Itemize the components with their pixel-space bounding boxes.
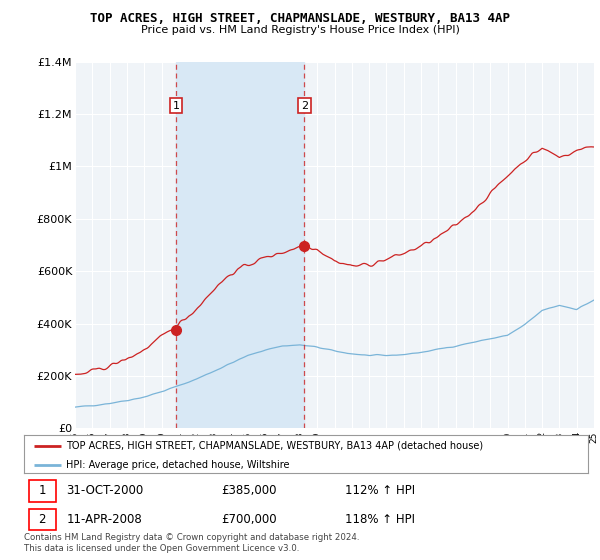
Text: Price paid vs. HM Land Registry's House Price Index (HPI): Price paid vs. HM Land Registry's House …: [140, 25, 460, 35]
Text: 2: 2: [301, 101, 308, 111]
Text: 2: 2: [38, 513, 46, 526]
FancyBboxPatch shape: [29, 509, 56, 530]
Text: 31-OCT-2000: 31-OCT-2000: [66, 484, 143, 497]
Text: TOP ACRES, HIGH STREET, CHAPMANSLADE, WESTBURY, BA13 4AP: TOP ACRES, HIGH STREET, CHAPMANSLADE, WE…: [90, 12, 510, 25]
Text: HPI: Average price, detached house, Wiltshire: HPI: Average price, detached house, Wilt…: [66, 460, 290, 470]
Text: 1: 1: [172, 101, 179, 111]
Text: 1: 1: [38, 484, 46, 497]
Text: £700,000: £700,000: [221, 513, 277, 526]
Text: 118% ↑ HPI: 118% ↑ HPI: [346, 513, 415, 526]
Text: Contains HM Land Registry data © Crown copyright and database right 2024.
This d: Contains HM Land Registry data © Crown c…: [24, 533, 359, 553]
Text: TOP ACRES, HIGH STREET, CHAPMANSLADE, WESTBURY, BA13 4AP (detached house): TOP ACRES, HIGH STREET, CHAPMANSLADE, WE…: [66, 441, 484, 451]
Text: 112% ↑ HPI: 112% ↑ HPI: [346, 484, 416, 497]
Text: £385,000: £385,000: [221, 484, 277, 497]
Bar: [176, 62, 304, 428]
FancyBboxPatch shape: [29, 480, 56, 502]
Text: 11-APR-2008: 11-APR-2008: [66, 513, 142, 526]
